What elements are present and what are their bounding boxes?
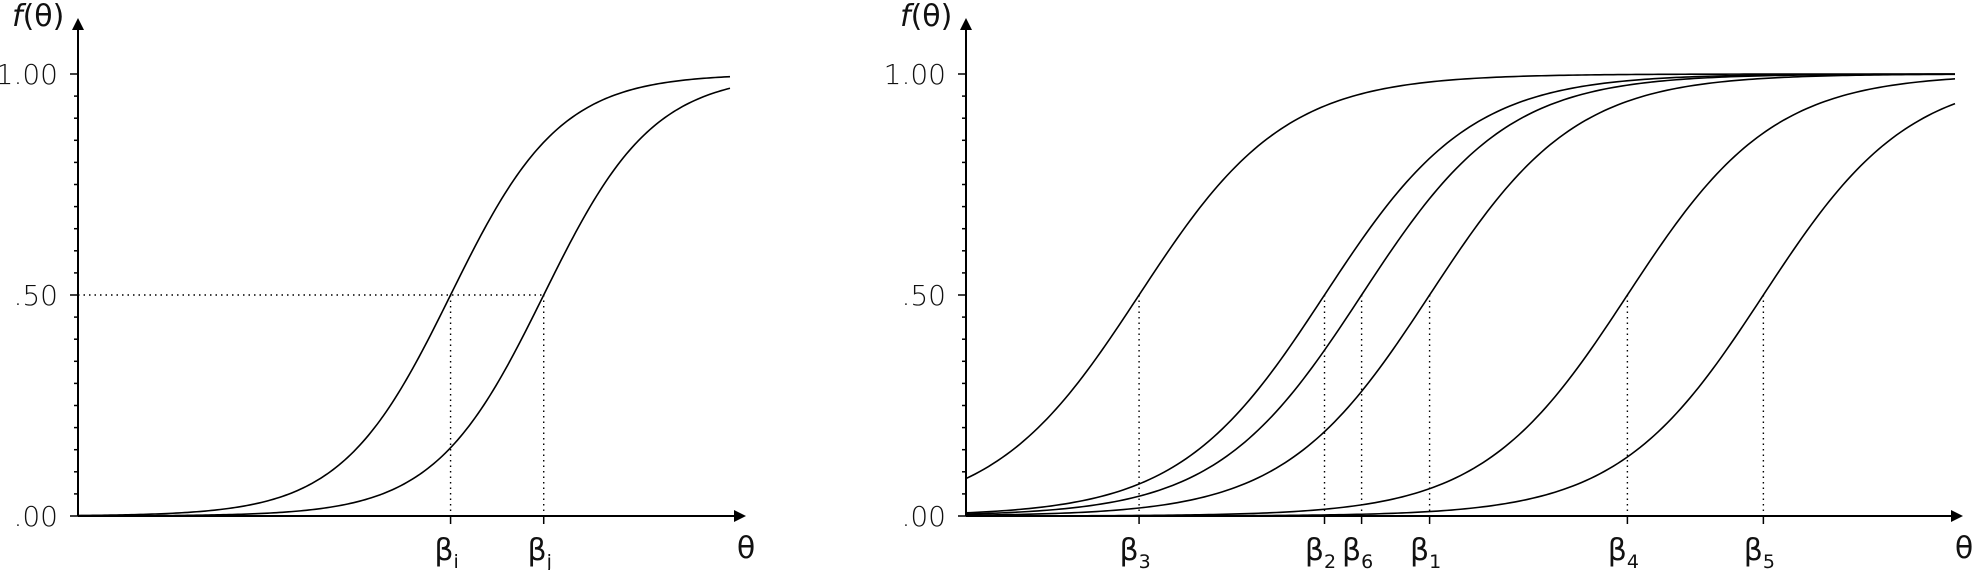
beta-symbol: β bbox=[527, 533, 546, 568]
y-axis-title-arg: (θ) bbox=[23, 0, 65, 34]
y-axis-arrow bbox=[960, 18, 972, 30]
beta-subscript: 4 bbox=[1627, 551, 1639, 570]
beta-label-i: βi bbox=[434, 533, 458, 570]
y-tick-label: .50 bbox=[901, 279, 946, 312]
beta-subscript: 3 bbox=[1139, 551, 1151, 570]
beta-label-j: βj bbox=[527, 533, 551, 570]
beta-symbol: β bbox=[1119, 533, 1138, 568]
beta-label-1: β1 bbox=[1410, 533, 1441, 570]
y-axis-title-arg: (θ) bbox=[911, 0, 953, 34]
icc-curve-beta-j bbox=[78, 87, 731, 517]
icc-curve-beta-3 bbox=[965, 73, 1955, 480]
y-tick-label: 1.00 bbox=[0, 58, 58, 91]
chart-panel-1: .00.501.00f(θ)θβi βj bbox=[0, 0, 755, 570]
beta-label-5: β5 bbox=[1744, 533, 1775, 570]
y-tick-label: .50 bbox=[13, 279, 58, 312]
beta-subscript: 2 bbox=[1324, 551, 1336, 570]
icc-curve-beta-6 bbox=[965, 73, 1955, 515]
chart-panel-2: .00.501.00f(θ)θβ3 β2 β6 β1 β4 β5 bbox=[884, 0, 1973, 570]
beta-subscript: 6 bbox=[1361, 551, 1373, 570]
icc-curve-beta-5 bbox=[966, 102, 1956, 517]
y-tick-label: 1.00 bbox=[884, 58, 946, 91]
icc-curve-beta-4 bbox=[966, 78, 1956, 517]
icc-curve-beta-1 bbox=[965, 73, 1956, 517]
beta-subscript: j bbox=[546, 551, 552, 570]
x-axis-title: θ bbox=[1955, 531, 1973, 566]
beta-label-6: β6 bbox=[1342, 533, 1373, 570]
beta-symbol: β bbox=[1608, 533, 1627, 568]
beta-label-3: β3 bbox=[1119, 533, 1150, 570]
y-axis-title: f(θ) bbox=[900, 0, 952, 34]
beta-subscript: 1 bbox=[1429, 551, 1441, 570]
beta-subscript: 5 bbox=[1763, 551, 1775, 570]
icc-curve-beta-i bbox=[77, 75, 731, 517]
x-axis-arrow bbox=[734, 510, 746, 522]
y-tick-label: .00 bbox=[901, 500, 946, 533]
y-axis-arrow bbox=[72, 18, 84, 30]
beta-symbol: β bbox=[1305, 533, 1324, 568]
beta-label-2: β2 bbox=[1305, 533, 1336, 570]
y-axis-title: f(θ) bbox=[12, 0, 64, 34]
beta-symbol: β bbox=[1744, 533, 1763, 568]
beta-label-4: β4 bbox=[1608, 533, 1639, 570]
beta-symbol: β bbox=[1410, 533, 1429, 568]
beta-subscript: i bbox=[454, 551, 459, 570]
x-axis-arrow bbox=[1951, 510, 1963, 522]
beta-symbol: β bbox=[434, 533, 453, 568]
y-tick-label: .00 bbox=[13, 500, 58, 533]
x-axis-title: θ bbox=[737, 531, 755, 566]
icc-curve-beta-2 bbox=[965, 73, 1955, 514]
beta-symbol: β bbox=[1342, 533, 1361, 568]
